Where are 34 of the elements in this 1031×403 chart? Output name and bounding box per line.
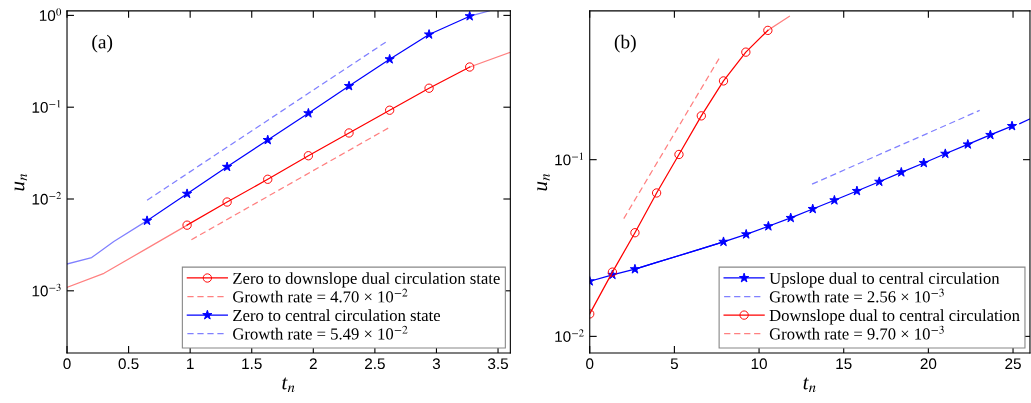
y-axis-title: u$_{n}$ bbox=[14, 173, 28, 191]
x-tick-label: 20 bbox=[920, 358, 937, 370]
legend-label: Growth rate = 5.49 × 10$^{−2}$ bbox=[233, 325, 408, 340]
x-tick-label: 25 bbox=[1005, 358, 1021, 370]
x-tick-label: 3 bbox=[432, 358, 441, 370]
x-tick-label: 0 bbox=[586, 358, 594, 370]
y-tick-label: 10$^{−2}$ bbox=[32, 191, 62, 205]
x-tick-label: 1 bbox=[187, 358, 194, 369]
x-axis-title: t$_{n}$ bbox=[282, 377, 295, 393]
x-tick-label: 10 bbox=[751, 358, 767, 370]
x-tick-label: 2.5 bbox=[365, 358, 385, 370]
y-tick-label: 10$^{0}$ bbox=[39, 8, 62, 22]
x-tick-label: 2 bbox=[309, 358, 317, 369]
x-axis-title: t$_{n}$ bbox=[803, 377, 816, 393]
legend-label: Zero to central circulation state bbox=[233, 309, 441, 322]
y-tick-label: 10$^{−1}$ bbox=[555, 152, 583, 166]
y-tick-label: 10$^{−3}$ bbox=[32, 283, 61, 297]
legend-label: Downslope dual to central circulation bbox=[769, 309, 1020, 325]
annotation: (a) bbox=[92, 34, 113, 53]
legend-label: Growth rate = 9.70 × 10$^{−3}$ bbox=[769, 325, 944, 340]
legend-label: Upslope dual to central circulation bbox=[769, 272, 1000, 288]
x-tick-label: 5 bbox=[670, 358, 678, 370]
y-tick-label: 10$^{−1}$ bbox=[32, 100, 61, 113]
x-tick-label: 0.5 bbox=[118, 358, 139, 370]
y-axis-title: u$_{n}$ bbox=[537, 173, 550, 191]
x-tick-label: 15 bbox=[836, 358, 852, 370]
x-tick-label: 3.5 bbox=[487, 358, 509, 370]
legend-label: Growth rate = 4.70 × 10$^{−2}$ bbox=[233, 288, 408, 303]
x-tick-label: 1.5 bbox=[242, 358, 262, 370]
annotation: (b) bbox=[614, 34, 636, 53]
legend-label: Growth rate = 2.56 × 10$^{−3}$ bbox=[769, 288, 944, 303]
x-tick-label: 0 bbox=[63, 358, 71, 370]
legend-label: Zero to downslope dual circulation state bbox=[233, 272, 500, 288]
y-tick-label: 10$^{−2}$ bbox=[555, 329, 584, 342]
